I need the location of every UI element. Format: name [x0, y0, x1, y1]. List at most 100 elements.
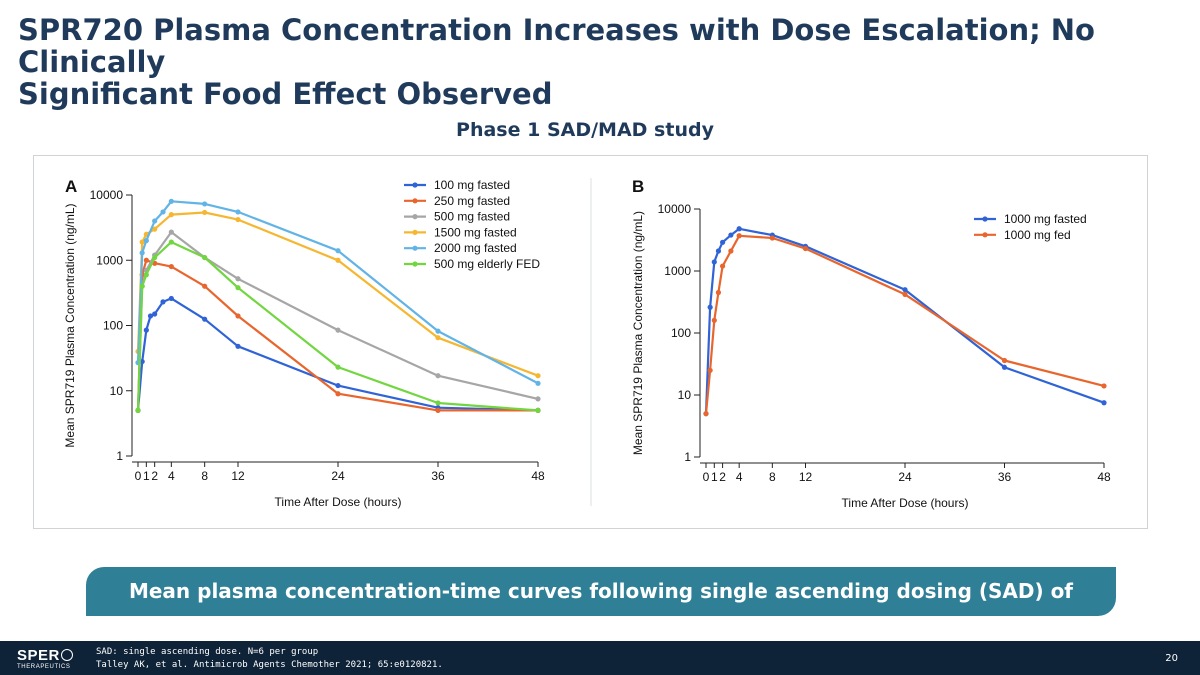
- panel-a-data-point: [235, 285, 241, 291]
- panel-a-data-point: [335, 382, 341, 389]
- panel-b-y-tick-label: 1: [684, 450, 691, 464]
- panel-b-data-point: [728, 248, 734, 254]
- panel-b-x-tick-label: 4: [736, 470, 743, 484]
- panel-a-data-point: [152, 254, 158, 261]
- panel-a-data-point: [152, 218, 158, 224]
- panel-a-series-line: [136, 297, 539, 412]
- panel-b-y-tick-label: 100: [671, 326, 691, 340]
- panel-b-legend-marker: [982, 216, 988, 222]
- panel-a-data-point: [152, 311, 158, 317]
- panel-a-data-point: [535, 380, 541, 386]
- panel-a-data-point: [143, 257, 149, 263]
- panel-a-data-point: [535, 407, 541, 413]
- panel-a-data-point: [139, 358, 145, 365]
- panel-a-data-point: [168, 198, 174, 204]
- panel-a-series-line: [136, 211, 539, 377]
- panel-a-data-point: [143, 327, 149, 333]
- panel-a-legend-label: 500 mg elderly FED: [434, 257, 540, 271]
- panel-b-x-tick-label: 0: [703, 470, 710, 484]
- panel-a-x-tick-label: 1: [143, 469, 150, 483]
- panel-a-data-point: [202, 254, 208, 261]
- panel-a-x-tick-label: 36: [431, 469, 445, 483]
- panel-a-legend-marker: [412, 229, 418, 235]
- panel-b-data-point: [728, 232, 734, 238]
- panel-a-data-point: [435, 407, 441, 413]
- panel-a-data-point: [235, 216, 241, 223]
- panel-b-data-point: [715, 289, 722, 296]
- panel-b-y-tick-label: 10: [678, 388, 692, 402]
- panel-b-x-axis-label: Time After Dose (hours): [842, 496, 969, 510]
- panel-b-data-point: [902, 291, 908, 297]
- footnotes: SAD: single ascending dose. N=6 per grou…: [96, 646, 443, 672]
- page-number: 20: [1165, 653, 1178, 664]
- panel-b-data-point: [1001, 357, 1008, 364]
- panel-a-data-point: [139, 283, 145, 289]
- panel-a-y-axis-label: Mean SPR719 Plasma Concentration (ng/mL): [63, 203, 77, 447]
- panel-b-series-line: [704, 227, 1105, 414]
- panel-a-data-point: [435, 328, 441, 334]
- panel-a-x-axis-label: Time After Dose (hours): [275, 495, 402, 509]
- panel-b-x-tick-label: 1: [711, 470, 718, 484]
- slide-title: SPR720 Plasma Concentration Increases wi…: [18, 14, 1168, 110]
- panel-a-legend-label: 500 mg fasted: [434, 210, 510, 224]
- panel-a-data-point: [435, 373, 441, 379]
- spero-logo: SPER THERAPEUTICS: [17, 648, 77, 671]
- panel-b-data-point: [902, 287, 908, 293]
- panel-a-data-point: [235, 276, 241, 282]
- panel-a-data-point: [535, 373, 541, 379]
- panel-a-series-line: [136, 240, 539, 412]
- panel-a-y-tick-label: 1000: [96, 253, 123, 267]
- panel-a-legend-label: 250 mg fasted: [434, 194, 510, 208]
- panel-a-data-point: [435, 400, 441, 406]
- panel-b-data-point: [802, 245, 809, 252]
- panel-b-data-point: [719, 263, 726, 269]
- panel-b-x-tick-label: 48: [1097, 470, 1111, 484]
- logo-circle-icon: [60, 649, 73, 661]
- panel-a-label: A: [65, 177, 77, 196]
- panel-a-data-point: [535, 396, 541, 402]
- footnote-abbreviation: SAD: single ascending dose. N=6 per grou…: [96, 647, 319, 657]
- panel-b-series-line: [704, 234, 1105, 414]
- panel-a-legend-label: 100 mg fasted: [434, 178, 510, 192]
- caption-banner: Mean plasma concentration-time curves fo…: [86, 567, 1116, 652]
- panel-a-legend-marker: [412, 198, 418, 204]
- panel-b-data-point: [1101, 383, 1107, 389]
- panel-a-data-point: [143, 272, 149, 278]
- panel-b-data-point: [1001, 364, 1008, 370]
- slide-title-line-2: Significant Food Effect Observed: [18, 77, 553, 111]
- panel-b-data-point: [703, 411, 709, 417]
- panel-b-data-point: [711, 259, 717, 265]
- panel-b-data-point: [711, 317, 717, 323]
- panel-a-data-point: [202, 201, 208, 207]
- panel-b-label: B: [632, 177, 644, 196]
- panel-a-data-point: [168, 295, 174, 302]
- panel-a-data-point: [160, 299, 166, 305]
- panel-b-x-tick-label: 24: [898, 470, 912, 484]
- panel-a-series-line: [136, 259, 538, 412]
- panel-a-data-point: [335, 248, 341, 254]
- panel-a-data-point: [139, 239, 145, 245]
- panel-a-legend-marker: [412, 245, 418, 251]
- panel-b-y-axis-label: Mean SPR719 Plasma Concentration (ng/mL): [631, 211, 645, 455]
- panel-b-x-tick-label: 12: [799, 470, 813, 484]
- panel-a-legend-label: 2000 mg fasted: [434, 241, 517, 255]
- panel-a-data-point: [168, 212, 174, 218]
- panel-a-data-point: [147, 313, 154, 319]
- panel-a-x-tick-label: 48: [531, 469, 545, 483]
- logo-wordmark: SPER: [17, 647, 60, 664]
- panel-a-x-tick-label: 24: [331, 469, 345, 483]
- panel-b-x-tick-label: 8: [769, 470, 776, 484]
- panel-b-data-point: [769, 235, 775, 241]
- panel-b-legend-label: 1000 mg fed: [1004, 228, 1071, 242]
- panel-b-legend-label: 1000 mg fasted: [1004, 212, 1087, 226]
- footer-bar: SPER THERAPEUTICS SAD: single ascending …: [0, 641, 1200, 675]
- panel-a-data-point: [135, 407, 141, 413]
- panel-a-y-tick-label: 10: [110, 384, 124, 398]
- panel-a-data-point: [235, 313, 241, 319]
- panel-b-data-point: [736, 226, 742, 232]
- logo-tagline: THERAPEUTICS: [17, 664, 71, 670]
- panel-a-data-point: [139, 250, 145, 256]
- panel-a-legend-marker: [412, 182, 418, 188]
